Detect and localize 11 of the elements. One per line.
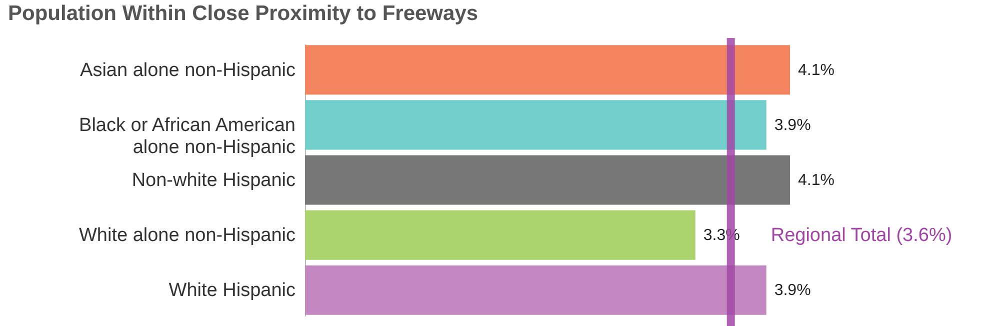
y-tick-label: White Hispanic	[168, 280, 296, 302]
y-tick-label: Non-white Hispanic	[132, 170, 296, 191]
data-label: 3.9%	[774, 282, 811, 300]
y-tick-label: Black or African American alone non-Hispanic	[79, 114, 296, 158]
y-tick-label: Asian alone non-Hispanic	[80, 60, 296, 81]
ref-line-label: Regional Total (3.6%)	[770, 225, 952, 246]
data-label: 4.1%	[798, 172, 834, 189]
y-tick-label: White alone non-Hispanic	[78, 225, 296, 246]
chart-title: Population Within Close Proximity to Freeways	[8, 2, 478, 25]
data-label: 4.1%	[798, 62, 834, 79]
data-label: 3.9%	[774, 116, 811, 134]
